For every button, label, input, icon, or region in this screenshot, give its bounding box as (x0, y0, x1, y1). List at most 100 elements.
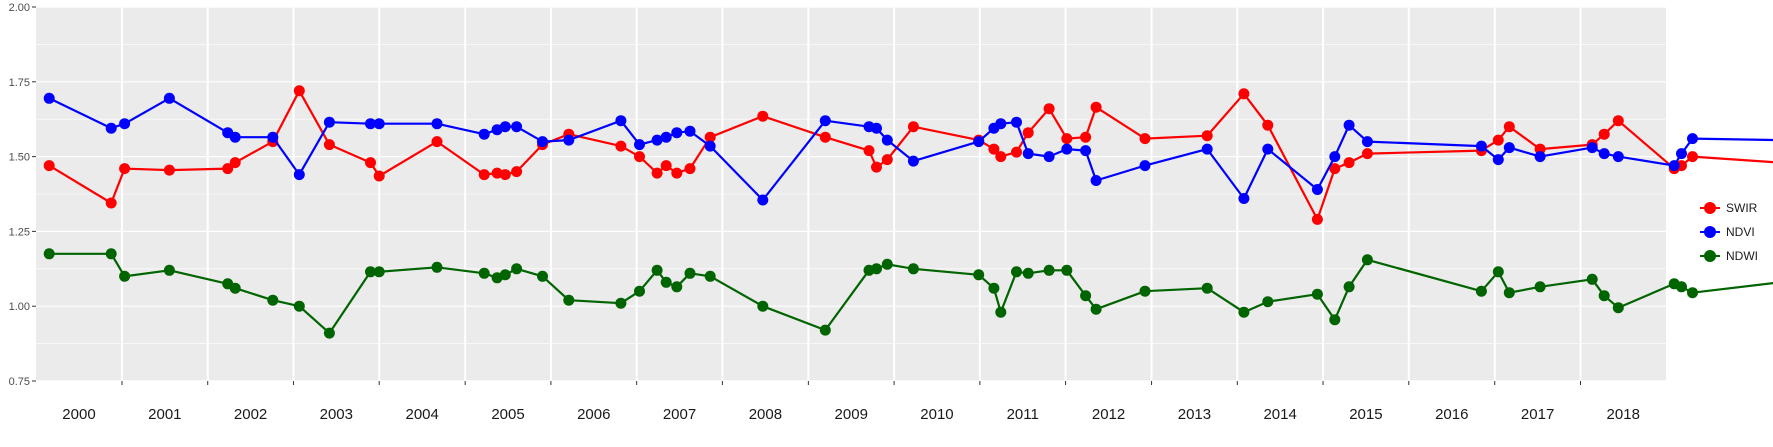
data-point-ndwi (1534, 281, 1546, 293)
data-point-ndwi (563, 294, 575, 306)
legend-item-swir: SWIR (1700, 196, 1770, 220)
data-point-ndvi (119, 118, 131, 130)
data-point-ndvi (671, 127, 683, 139)
year-label: 2002 (234, 406, 267, 423)
data-point-ndvi (1043, 151, 1055, 163)
y-tick-label: 1.75 (9, 77, 30, 89)
data-point-ndwi (973, 269, 985, 281)
data-point-ndvi (1492, 154, 1504, 166)
legend-label-ndwi: NDWI (1726, 249, 1758, 263)
data-point-swir (229, 157, 241, 169)
data-point-ndwi (293, 300, 305, 312)
data-point-ndvi (267, 131, 279, 143)
data-point-swir (105, 197, 117, 209)
data-point-ndwi (819, 324, 831, 336)
year-label: 2005 (491, 406, 524, 423)
data-point-ndvi (1503, 142, 1515, 154)
data-point-swir (907, 121, 919, 133)
data-point-ndwi (1080, 290, 1092, 302)
data-point-swir (1061, 133, 1073, 145)
year-label: 2009 (835, 406, 868, 423)
data-point-ndvi (907, 155, 919, 167)
data-point-ndwi (1262, 296, 1274, 308)
legend-key-swir (1700, 198, 1720, 218)
data-point-ndwi (1492, 266, 1504, 278)
year-label: 2001 (148, 406, 181, 423)
data-point-swir (222, 163, 234, 175)
data-point-ndwi (881, 258, 893, 270)
year-label: 2008 (749, 406, 782, 423)
data-point-swir (323, 139, 335, 151)
y-tick-label: 1.50 (9, 152, 30, 164)
data-point-ndvi (478, 128, 490, 140)
data-point-ndvi (511, 121, 523, 133)
legend-label-swir: SWIR (1726, 201, 1758, 215)
data-point-ndvi (1534, 151, 1546, 163)
data-point-swir (373, 170, 385, 182)
data-point-swir (881, 154, 893, 166)
data-point-ndvi (1612, 151, 1624, 163)
year-label: 2010 (920, 406, 953, 423)
data-point-ndvi (365, 118, 376, 130)
data-point-ndwi (1475, 285, 1487, 297)
data-point-ndvi (1080, 145, 1092, 157)
data-point-ndwi (1343, 281, 1355, 293)
data-point-swir (757, 110, 769, 122)
data-point-ndwi (43, 248, 55, 260)
year-label: 2011 (1007, 406, 1039, 423)
year-label: 2018 (1607, 406, 1640, 423)
data-point-ndvi (651, 134, 663, 146)
data-point-ndwi (478, 267, 490, 279)
data-point-ndvi (1475, 140, 1487, 152)
legend-label-ndvi: NDVI (1726, 225, 1755, 239)
data-point-ndwi (229, 282, 241, 294)
year-label: 2006 (577, 406, 610, 423)
y-tick-label: 1.00 (9, 301, 30, 313)
data-point-ndvi (1343, 119, 1355, 131)
data-point-ndvi (995, 118, 1007, 130)
data-point-swir (863, 145, 875, 157)
data-point-ndvi (1262, 143, 1274, 155)
data-point-swir (1262, 119, 1274, 131)
data-point-ndvi (563, 134, 575, 146)
data-point-swir (1090, 101, 1102, 113)
data-point-ndvi (1361, 136, 1373, 148)
data-point-ndvi (1011, 116, 1022, 128)
data-point-ndvi (684, 125, 696, 137)
data-point-swir (119, 163, 131, 175)
data-point-swir (704, 131, 716, 143)
data-point-swir (1503, 121, 1515, 133)
data-point-ndwi (995, 306, 1007, 318)
data-point-ndvi (973, 136, 985, 148)
data-point-swir (819, 131, 831, 143)
data-point-ndwi (1011, 266, 1022, 278)
data-point-ndvi (1061, 143, 1073, 155)
data-point-ndwi (1361, 254, 1373, 266)
data-point-ndwi (1311, 288, 1323, 300)
data-point-swir (871, 161, 882, 173)
legend-key-ndwi (1700, 246, 1720, 266)
data-point-ndwi (267, 294, 279, 306)
data-point-ndwi (1676, 281, 1687, 293)
data-point-swir (1011, 146, 1022, 158)
data-point-swir (671, 167, 683, 179)
year-label: 2016 (1435, 406, 1468, 423)
data-point-swir (43, 160, 55, 172)
data-point-ndwi (323, 327, 335, 339)
data-point-ndwi (651, 264, 663, 276)
legend-item-ndwi: NDWI (1700, 244, 1770, 268)
data-point-ndvi (871, 122, 882, 134)
legend-item-ndvi: NDVI (1700, 220, 1770, 244)
legend-key-ndvi (1700, 222, 1720, 242)
data-point-ndvi (163, 92, 175, 104)
data-point-ndwi (684, 267, 696, 279)
data-point-swir (988, 143, 1000, 155)
data-point-swir (293, 85, 305, 97)
year-label: 2012 (1092, 406, 1125, 423)
data-point-ndvi (1238, 193, 1250, 204)
data-point-ndwi (660, 276, 672, 288)
data-point-ndvi (431, 118, 443, 130)
data-point-swir (1687, 151, 1698, 163)
